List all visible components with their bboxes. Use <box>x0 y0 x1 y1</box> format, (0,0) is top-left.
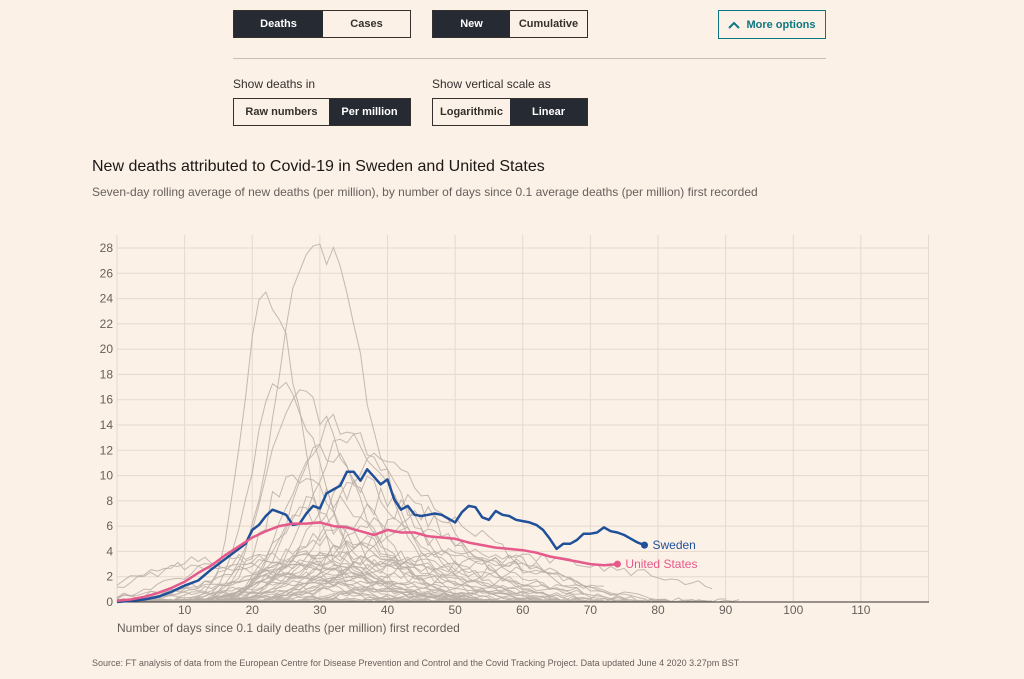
scale-label: Show vertical scale as <box>432 77 551 91</box>
cases-button[interactable]: Cases <box>323 11 410 37</box>
x-tick-label: 70 <box>584 603 598 617</box>
series-end-point <box>640 541 648 549</box>
per-toggle: Raw numbers Per million <box>233 98 411 126</box>
source-note: Source: FT analysis of data from the Eur… <box>92 658 740 668</box>
y-tick-label: 12 <box>100 443 114 457</box>
y-tick-label: 24 <box>100 292 114 306</box>
mode-toggle: New Cumulative <box>432 10 588 38</box>
x-tick-label: 110 <box>851 603 870 617</box>
series-end-point <box>613 560 621 568</box>
background-country-line <box>116 580 550 603</box>
raw-numbers-button[interactable]: Raw numbers <box>234 99 329 125</box>
x-tick-label: 90 <box>719 603 733 617</box>
y-tick-label: 8 <box>106 494 113 508</box>
x-tick-label: 20 <box>246 603 260 617</box>
series-line-sweden <box>116 468 645 604</box>
y-tick-label: 2 <box>106 570 113 584</box>
chart-title: New deaths attributed to Covid-19 in Swe… <box>92 158 545 175</box>
y-tick-label: 26 <box>100 266 114 280</box>
deaths-button[interactable]: Deaths <box>234 11 323 37</box>
x-tick-label: 40 <box>381 603 395 617</box>
background-country-line <box>116 551 584 603</box>
chart-subtitle: Seven-day rolling average of new deaths … <box>92 185 758 199</box>
series-line-united-states <box>116 521 618 602</box>
series-label: United States <box>625 557 697 571</box>
scale-toggle: Logarithmic Linear <box>432 98 588 126</box>
metric-toggle: Deaths Cases <box>233 10 411 38</box>
y-tick-label: 4 <box>106 544 113 558</box>
y-tick-label: 28 <box>100 241 114 255</box>
x-tick-label: 60 <box>516 603 530 617</box>
show-deaths-label: Show deaths in <box>233 77 316 91</box>
x-tick-label: 80 <box>651 603 665 617</box>
more-options-button[interactable]: More options <box>718 10 826 39</box>
y-tick-label: 18 <box>100 367 114 381</box>
background-country-line <box>116 571 550 600</box>
background-country-line <box>116 565 469 603</box>
x-tick-label: 50 <box>448 603 462 617</box>
x-tick-label: 30 <box>313 603 327 617</box>
linear-button[interactable]: Linear <box>510 99 587 125</box>
controls-divider <box>233 58 826 59</box>
chevron-up-icon <box>728 21 741 29</box>
background-country-line <box>116 553 449 603</box>
y-tick-label: 6 <box>106 519 113 533</box>
x-tick-label: 10 <box>178 603 192 617</box>
background-country-line <box>116 552 713 603</box>
y-tick-label: 10 <box>100 469 114 483</box>
background-country-line <box>116 588 395 603</box>
cumulative-button[interactable]: Cumulative <box>510 11 587 37</box>
series-label: Sweden <box>652 538 695 552</box>
x-axis-label: Number of days since 0.1 daily deaths (p… <box>117 621 460 635</box>
y-tick-label: 14 <box>100 418 114 432</box>
background-country-line <box>116 550 354 599</box>
new-button[interactable]: New <box>433 11 510 37</box>
y-tick-label: 16 <box>100 393 114 407</box>
more-options-label: More options <box>746 18 816 31</box>
y-tick-label: 20 <box>100 342 114 356</box>
per-million-button[interactable]: Per million <box>329 99 410 125</box>
y-tick-label: 22 <box>100 317 114 331</box>
x-tick-label: 100 <box>783 603 803 617</box>
y-tick-label: 0 <box>106 595 113 609</box>
logarithmic-button[interactable]: Logarithmic <box>433 99 510 125</box>
